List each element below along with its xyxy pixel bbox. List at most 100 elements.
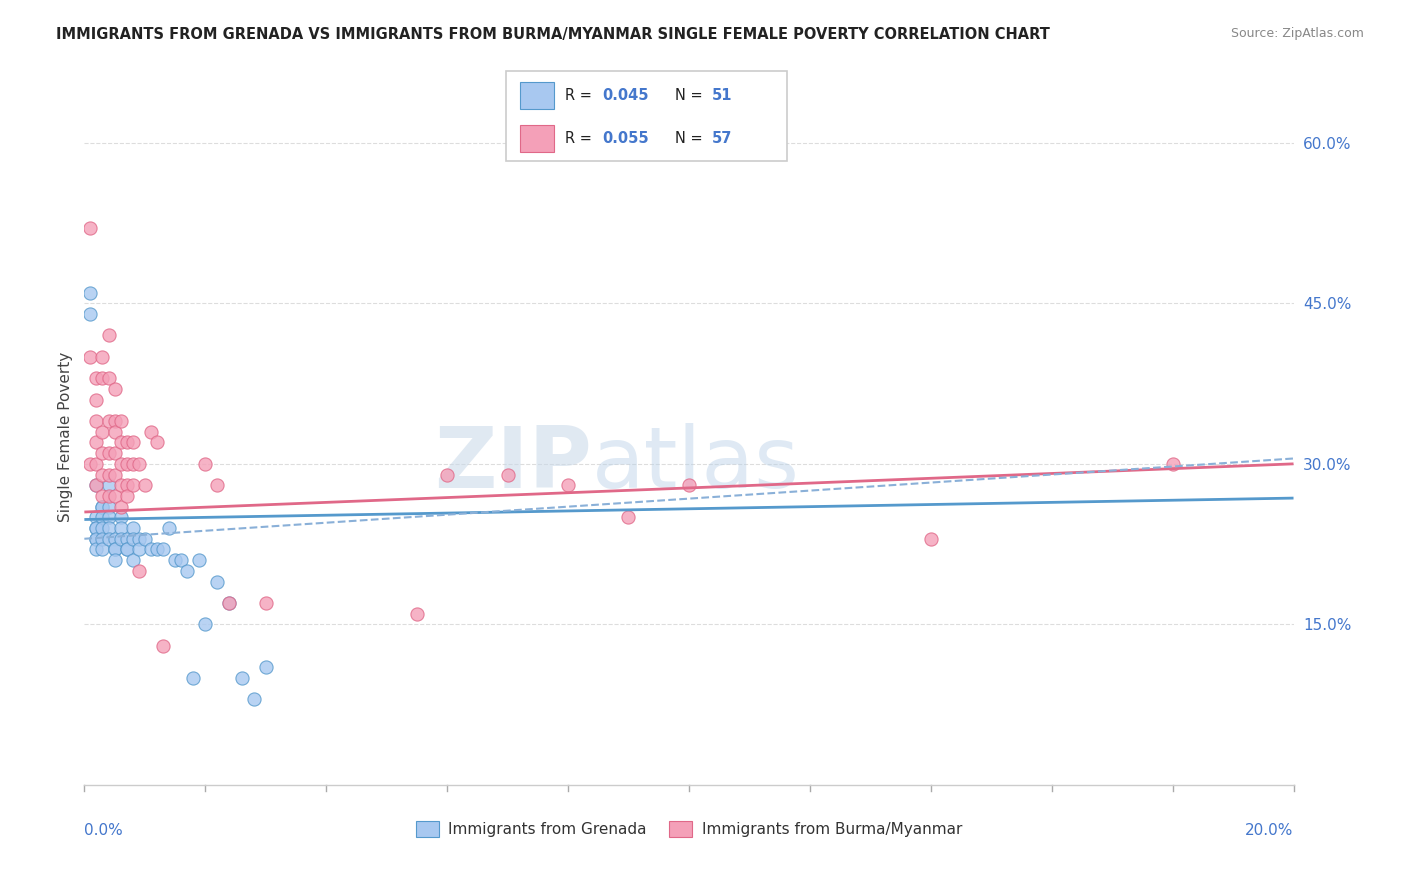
Point [231, 671, 253, 685]
Point [134, 532, 156, 546]
Point [128, 457, 150, 471]
Point [97, 446, 120, 460]
Point [121, 553, 143, 567]
Point [86, 371, 108, 385]
Point [86, 532, 108, 546]
Point [79, 457, 101, 471]
Point [115, 478, 138, 492]
Point [86, 532, 108, 546]
Text: 0.045: 0.045 [602, 88, 648, 103]
Point [86, 478, 108, 492]
Point [97, 532, 120, 546]
Point [110, 521, 132, 535]
Text: N =: N = [675, 131, 703, 145]
Point [104, 532, 127, 546]
Point [115, 435, 138, 450]
Point [165, 553, 187, 567]
Point [207, 574, 229, 589]
Point [194, 457, 217, 471]
Text: 0.0%: 0.0% [84, 823, 124, 838]
Point [104, 425, 127, 439]
Point [121, 457, 143, 471]
Point [406, 607, 429, 621]
Point [920, 532, 942, 546]
Text: R =: R = [565, 88, 592, 103]
Point [218, 596, 240, 610]
Point [91, 500, 114, 514]
Point [242, 692, 264, 706]
Point [91, 532, 114, 546]
Point [176, 564, 198, 578]
Point [110, 478, 132, 492]
Point [79, 285, 101, 300]
Point [97, 467, 120, 482]
Point [188, 553, 211, 567]
Point [152, 542, 174, 557]
Point [91, 521, 114, 535]
Point [617, 510, 640, 524]
Point [121, 521, 143, 535]
Text: 0.055: 0.055 [602, 131, 648, 145]
FancyBboxPatch shape [520, 82, 554, 109]
Point [436, 467, 458, 482]
Point [170, 553, 193, 567]
Point [128, 564, 150, 578]
Point [115, 542, 138, 557]
Point [157, 521, 180, 535]
Point [79, 221, 101, 235]
Point [110, 457, 132, 471]
Point [86, 457, 108, 471]
Point [110, 414, 132, 428]
Point [86, 510, 108, 524]
Point [104, 446, 127, 460]
Point [128, 542, 150, 557]
Y-axis label: Single Female Poverty: Single Female Poverty [58, 352, 73, 522]
Point [194, 617, 217, 632]
Text: N =: N = [675, 88, 703, 103]
Point [110, 510, 132, 524]
Text: R =: R = [565, 131, 592, 145]
Text: 57: 57 [711, 131, 731, 145]
Point [86, 414, 108, 428]
Point [79, 307, 101, 321]
Point [91, 371, 114, 385]
Point [97, 510, 120, 524]
Point [97, 489, 120, 503]
Text: IMMIGRANTS FROM GRENADA VS IMMIGRANTS FROM BURMA/MYANMAR SINGLE FEMALE POVERTY C: IMMIGRANTS FROM GRENADA VS IMMIGRANTS FR… [56, 27, 1050, 42]
Point [86, 542, 108, 557]
Point [91, 500, 114, 514]
Point [97, 328, 120, 343]
Point [104, 553, 127, 567]
Point [146, 435, 169, 450]
Point [146, 542, 169, 557]
Point [91, 510, 114, 524]
Point [557, 478, 579, 492]
Point [496, 467, 519, 482]
Point [110, 532, 132, 546]
Point [97, 371, 120, 385]
Point [97, 521, 120, 535]
Point [97, 500, 120, 514]
Point [134, 478, 156, 492]
Point [104, 382, 127, 396]
Point [121, 478, 143, 492]
Point [86, 521, 108, 535]
Point [104, 542, 127, 557]
Point [139, 425, 162, 439]
Point [91, 489, 114, 503]
Point [91, 425, 114, 439]
Point [110, 435, 132, 450]
Point [254, 596, 277, 610]
Point [104, 542, 127, 557]
FancyBboxPatch shape [520, 125, 554, 152]
Text: 51: 51 [711, 88, 733, 103]
Point [115, 532, 138, 546]
Point [104, 467, 127, 482]
Point [91, 350, 114, 364]
Point [115, 489, 138, 503]
Point [139, 542, 162, 557]
FancyBboxPatch shape [506, 71, 787, 161]
Text: Source: ZipAtlas.com: Source: ZipAtlas.com [1230, 27, 1364, 40]
Text: atlas: atlas [592, 424, 800, 507]
Point [104, 414, 127, 428]
